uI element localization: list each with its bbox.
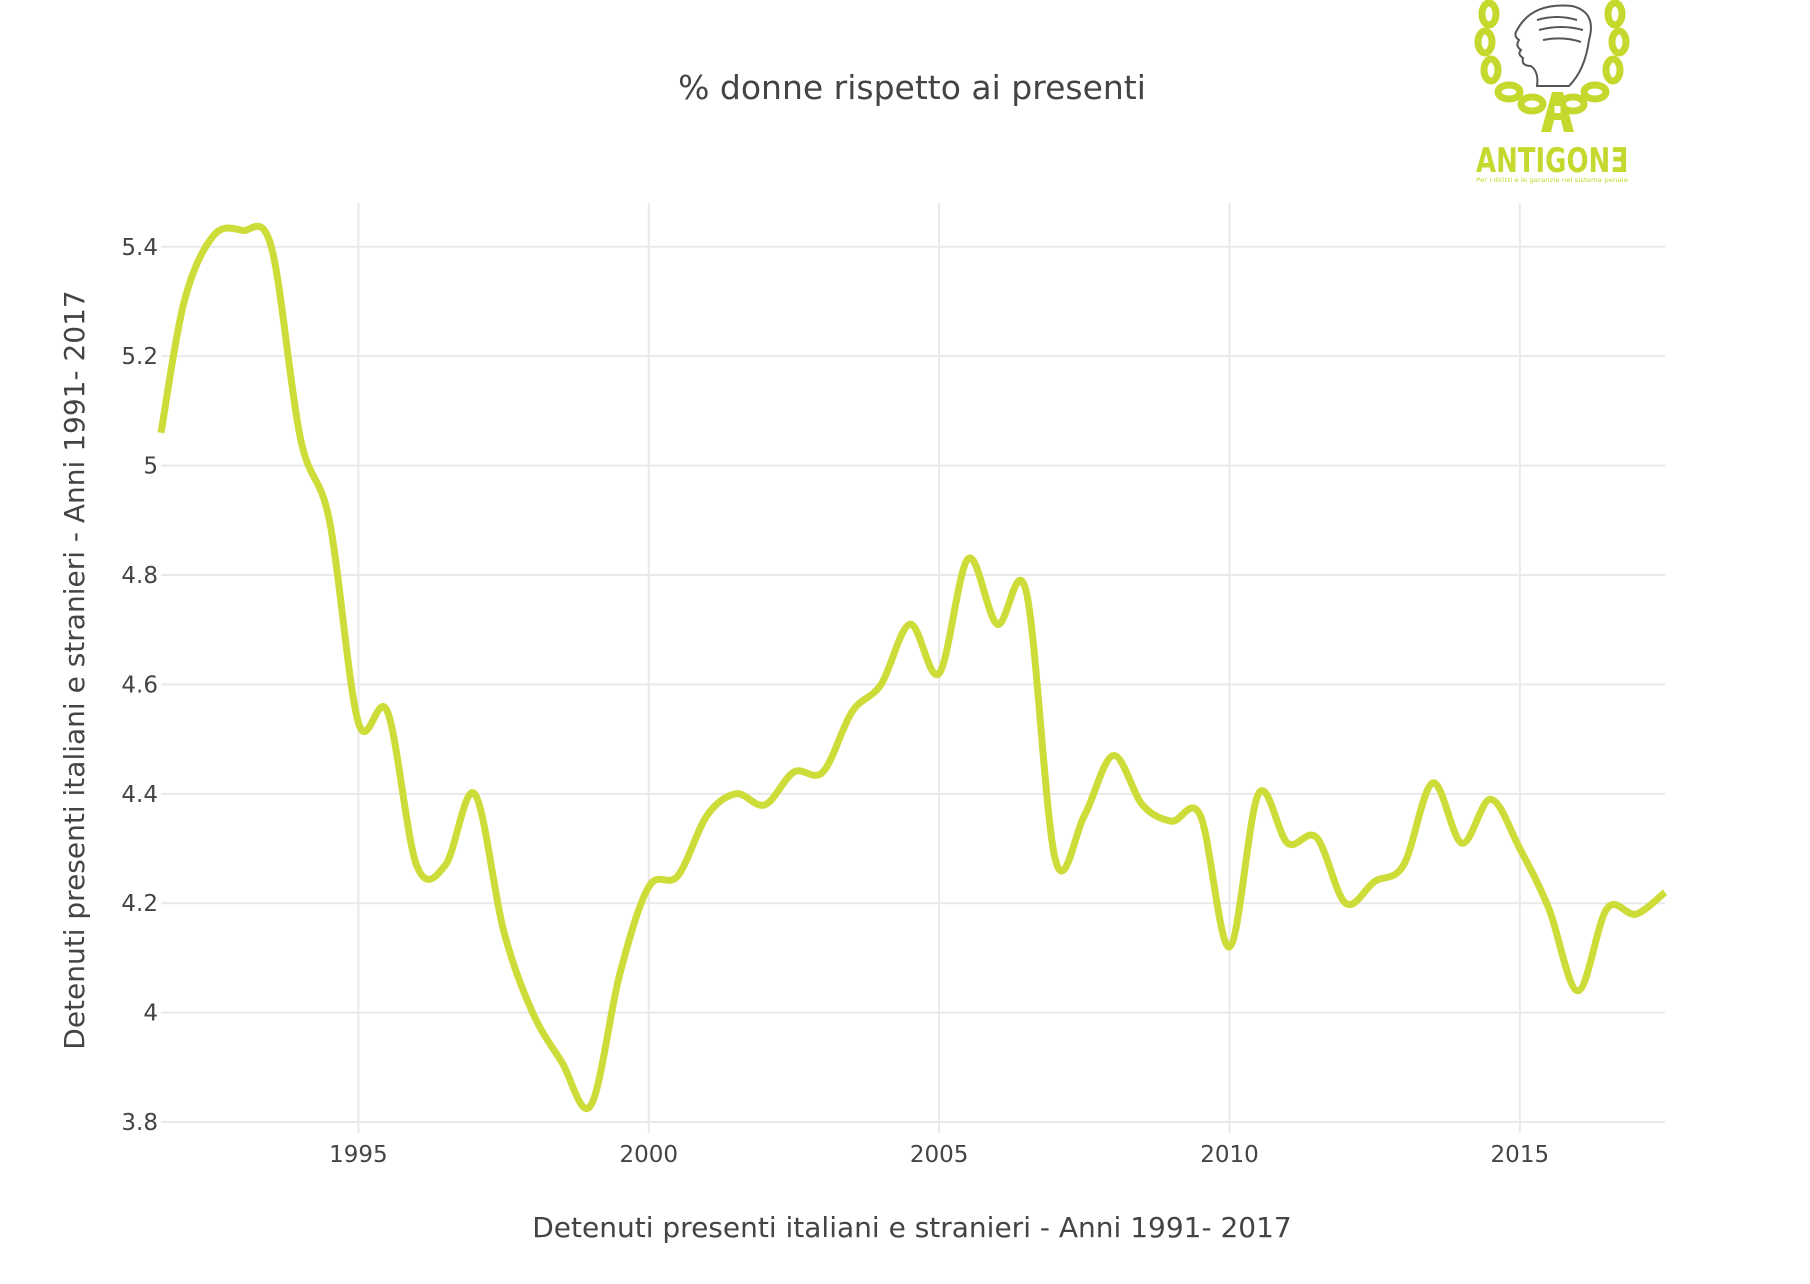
y-axis-title: Detenuti presenti italiani e stranieri -…	[58, 290, 91, 1049]
y-tick-label: 5.4	[121, 235, 158, 261]
x-tick-label: 2000	[620, 1142, 679, 1168]
x-tick-label: 2010	[1200, 1142, 1259, 1168]
chart-title: % donne rispetto ai presenti	[678, 68, 1146, 107]
y-tick-label: 4	[143, 1001, 158, 1027]
logo-tagline: Per i diritti e le garanzie nel sistema …	[1476, 176, 1628, 184]
letter-a-icon	[1541, 92, 1574, 132]
head-profile-icon	[1514, 4, 1592, 87]
x-tick-labels: 1995 2000 2005 2010 2015	[329, 1142, 1549, 1168]
y-tick-labels: 3.8 4 4.2 4.4 4.6 4.8 5 5.2 5.4	[121, 235, 158, 1136]
antigone-logo: ANTIGONƎ Per i diritti e le garanzie nel…	[1474, 0, 1630, 184]
y-tick-label: 3.8	[121, 1110, 158, 1136]
y-tick-label: 5	[143, 454, 158, 480]
x-tick-label: 2015	[1491, 1142, 1550, 1168]
series-layer	[157, 222, 1668, 1112]
y-gridlines	[161, 245, 1665, 1124]
series-line-0	[157, 222, 1668, 1112]
y-tick-label: 4.4	[121, 782, 158, 808]
logo-wordmark: ANTIGONƎ	[1476, 141, 1628, 181]
y-tick-label: 4.8	[121, 563, 158, 589]
x-axis-title: Detenuti presenti italiani e stranieri -…	[532, 1211, 1291, 1244]
y-tick-label: 5.2	[121, 344, 158, 370]
x-tick-label: 2005	[910, 1142, 969, 1168]
y-tick-label: 4.6	[121, 672, 158, 698]
x-tick-label: 1995	[329, 1142, 388, 1168]
chain-left-icon	[1474, 0, 1547, 115]
y-tick-label: 4.2	[121, 891, 158, 917]
